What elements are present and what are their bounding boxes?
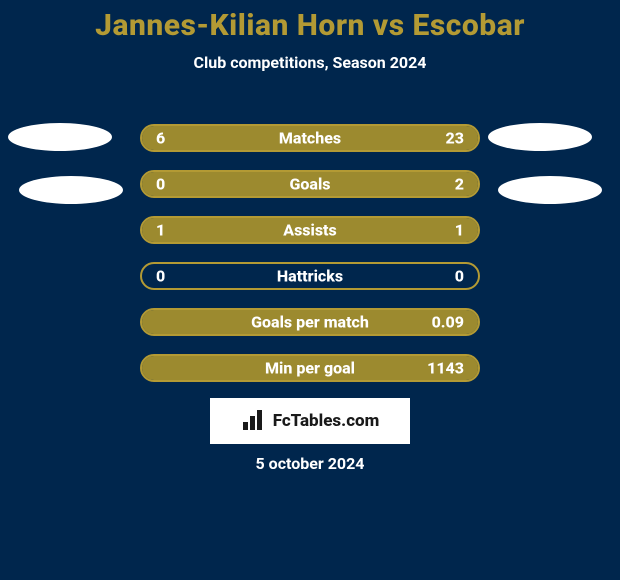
stat-right-value: 1143 [427, 359, 464, 378]
stat-row: 0 Hattricks 0 [140, 262, 480, 290]
stat-right-value: 1 [455, 221, 464, 240]
subtitle: Club competitions, Season 2024 [0, 43, 620, 72]
stat-bar-fill-left [142, 126, 213, 150]
stat-left-value: 0 [156, 267, 165, 286]
stat-label: Goals [290, 175, 331, 194]
stat-label: Assists [283, 221, 336, 240]
stat-bar-outer: 0 Hattricks 0 [140, 262, 480, 290]
decorative-ellipse [498, 176, 602, 204]
stat-row: 6 Matches 23 [140, 124, 480, 152]
stat-row: Goals per match 0.09 [140, 308, 480, 336]
stat-bars: 6 Matches 23 0 Goals 2 1 Assists 1 0 Hattricks 0 Goa… [140, 124, 480, 400]
stat-label: Goals per match [251, 313, 369, 332]
stat-bar-fill-right [213, 126, 478, 150]
stat-label: Min per goal [265, 359, 355, 378]
page-title: Jannes-Kilian Horn vs Escobar [0, 0, 620, 43]
stat-bar-outer: 0 Goals 2 [140, 170, 480, 198]
stat-left-value: 6 [156, 129, 165, 148]
date-text: 5 october 2024 [0, 454, 620, 473]
stat-row: 1 Assists 1 [140, 216, 480, 244]
stat-bar-outer: 6 Matches 23 [140, 124, 480, 152]
stat-right-value: 0 [455, 267, 464, 286]
stat-left-value: 1 [156, 221, 165, 240]
fctables-logo: FcTables.com [210, 398, 410, 444]
stat-right-value: 2 [455, 175, 464, 194]
decorative-ellipse [19, 176, 123, 204]
stat-left-value: 0 [156, 175, 165, 194]
stat-label: Hattricks [277, 267, 343, 286]
stat-bar-outer: 1 Assists 1 [140, 216, 480, 244]
decorative-ellipse [488, 123, 592, 151]
bar-chart-icon [241, 410, 267, 432]
logo-text: FcTables.com [273, 411, 380, 431]
stat-row: Min per goal 1143 [140, 354, 480, 382]
decorative-ellipse [8, 123, 112, 151]
stat-row: 0 Goals 2 [140, 170, 480, 198]
stat-right-value: 23 [446, 129, 464, 148]
stat-label: Matches [279, 129, 341, 148]
stat-bar-outer: Goals per match 0.09 [140, 308, 480, 336]
comparison-card: Jannes-Kilian Horn vs Escobar Club compe… [0, 0, 620, 580]
stat-right-value: 0.09 [432, 313, 464, 332]
stat-bar-outer: Min per goal 1143 [140, 354, 480, 382]
